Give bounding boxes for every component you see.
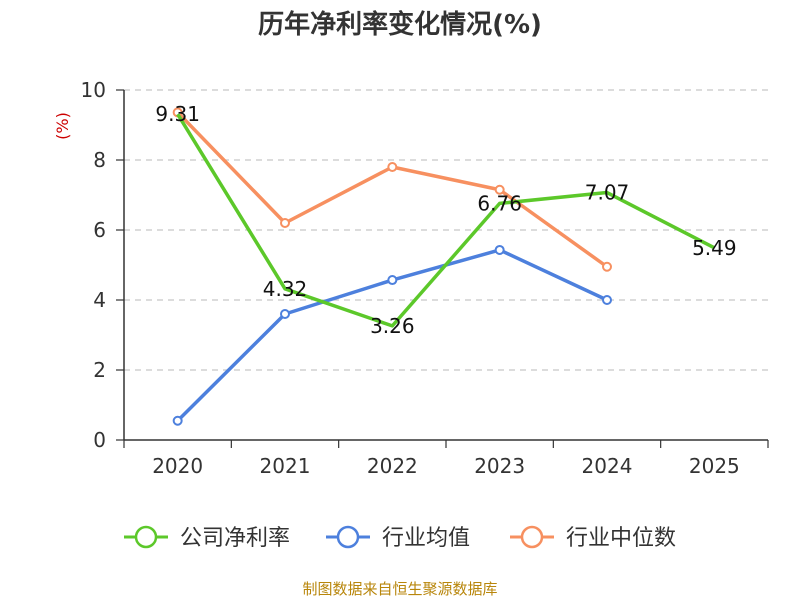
x-tick-label: 2025: [689, 454, 740, 478]
legend[interactable]: 公司净利率 行业均值 行业中位数: [124, 525, 676, 551]
x-tick-label: 2023: [474, 454, 525, 478]
x-tick-label: 2024: [582, 454, 633, 478]
grid-lines: [124, 89, 768, 371]
y-tick-label: 6: [93, 218, 106, 242]
legend-label: 行业中位数: [566, 526, 676, 551]
series-line-1: [176, 113, 716, 328]
data-label: 3.26: [370, 314, 415, 338]
legend-label: 公司净利率: [180, 526, 290, 551]
y-tick-label: 8: [93, 148, 106, 172]
legend-item[interactable]: 公司净利率: [124, 525, 290, 551]
x-tick-label: 2020: [152, 454, 203, 478]
y-tick-label: 2: [93, 358, 106, 382]
series-line-3: [176, 111, 609, 269]
y-tick-label: 4: [93, 288, 106, 312]
data-label: 6.76: [477, 191, 522, 215]
legend-item[interactable]: 行业均值: [326, 525, 470, 551]
series-point: [494, 184, 505, 195]
data-label: 7.07: [585, 181, 630, 205]
source-footer: 制图数据来自恒生聚源数据库: [302, 580, 497, 598]
series-point: [602, 295, 612, 305]
data-label: 4.32: [263, 277, 308, 301]
series-point: [280, 218, 290, 228]
data-labels: 9.31 4.32 3.26 6.76 7.07 5.49: [155, 102, 736, 338]
series-point: [602, 261, 612, 272]
x-tick-label: 2021: [260, 454, 311, 478]
legend-label: 行业均值: [382, 526, 470, 551]
series-point: [280, 309, 290, 319]
legend-marker: [336, 525, 360, 549]
legend-marker: [134, 525, 158, 549]
y-axis-unit: (%): [53, 112, 72, 140]
legend-marker: [520, 525, 544, 549]
y-tick-label: 10: [81, 78, 106, 102]
series-lines: [172, 107, 716, 426]
series-point: [387, 275, 398, 286]
chart-title: 历年净利率变化情况(%): [258, 9, 542, 40]
series-point: [387, 162, 398, 172]
y-tick-label: 0: [93, 428, 106, 452]
series-point: [172, 415, 183, 426]
axes: 0 2 4 6 8 10 2020 2021 2022 2023 2024 2025: [81, 78, 769, 478]
x-tick-label: 2022: [367, 454, 418, 478]
series-point: [494, 244, 505, 255]
data-label: 5.49: [692, 236, 737, 260]
data-label: 9.31: [155, 102, 200, 126]
legend-item[interactable]: 行业中位数: [510, 525, 676, 551]
